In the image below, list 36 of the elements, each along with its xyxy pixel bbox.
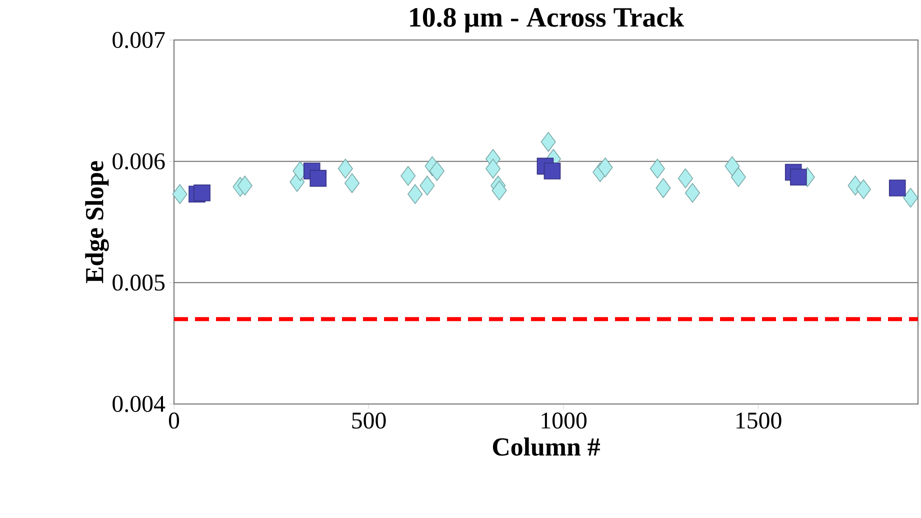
point [310,170,327,187]
point [420,176,435,196]
point [598,157,613,178]
point [429,161,444,181]
y-tick-label: 0.005 [112,274,165,291]
point [194,184,210,202]
y-tick-label: 0.004 [112,396,166,412]
point [540,132,556,152]
point [656,178,671,198]
point [172,184,188,204]
x-axis-title: Column # [492,438,600,456]
point [486,158,501,179]
x-tick-label: 1500 [736,412,782,429]
y-tick-label: 0.007 [112,32,165,48]
point [544,162,561,180]
point [408,184,423,204]
point [400,166,416,186]
point [790,168,807,186]
x-tick-label: 0 [168,412,180,429]
x-tick-label: 1000 [542,412,587,429]
point [338,158,353,179]
point [730,167,746,187]
point [856,179,871,200]
point [237,176,252,196]
point [650,158,665,179]
point [684,182,700,203]
x-tick-label: 500 [352,412,386,429]
y-axis-title: Edge Slope [85,161,109,284]
chart-title: 10.8 µm - Across Track [410,7,684,32]
point [724,156,740,176]
point [903,188,918,208]
point [678,168,693,188]
point [492,180,507,200]
point [344,173,360,194]
y-tick-label: 0.006 [112,153,165,170]
point [888,180,906,196]
